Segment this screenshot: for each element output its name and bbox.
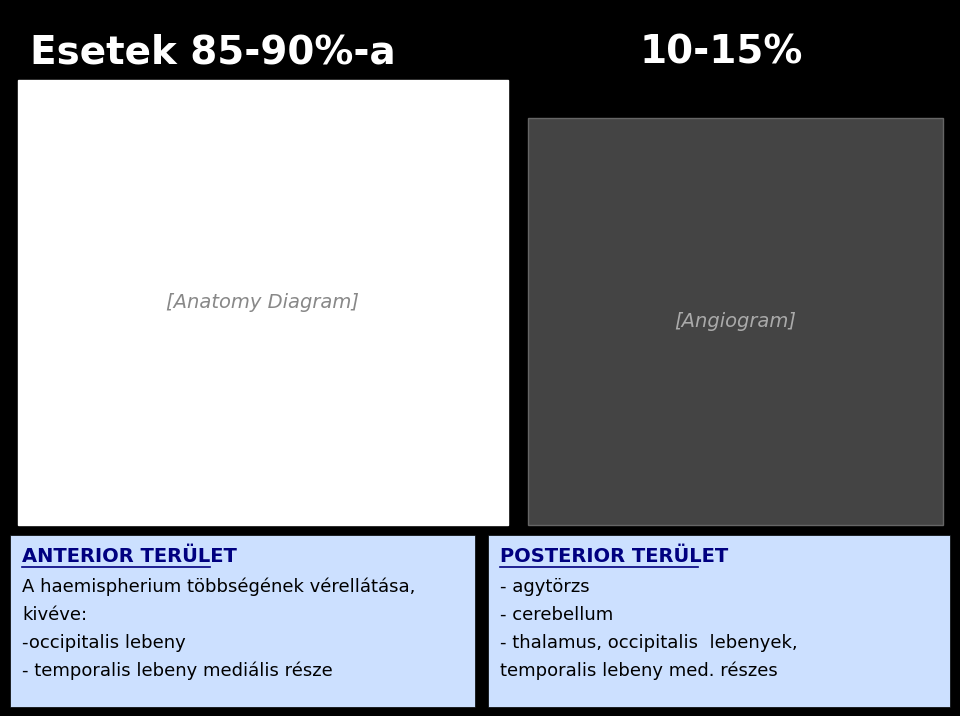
- Text: ANTERIOR TERÜLET: ANTERIOR TERÜLET: [22, 548, 237, 566]
- Text: [Anatomy Diagram]: [Anatomy Diagram]: [166, 293, 359, 312]
- FancyBboxPatch shape: [18, 80, 508, 525]
- FancyBboxPatch shape: [10, 535, 475, 707]
- Text: kivéve:: kivéve:: [22, 606, 87, 624]
- Text: Esetek 85-90%-a: Esetek 85-90%-a: [30, 33, 396, 71]
- Text: - cerebellum: - cerebellum: [500, 606, 613, 624]
- Text: - temporalis lebeny mediális része: - temporalis lebeny mediális része: [22, 662, 333, 680]
- Text: - thalamus, occipitalis  lebenyek,: - thalamus, occipitalis lebenyek,: [500, 634, 798, 652]
- Text: A haemispherium többségének vérellátása,: A haemispherium többségének vérellátása,: [22, 578, 416, 596]
- Text: - agytörzs: - agytörzs: [500, 578, 589, 596]
- Text: -occipitalis lebeny: -occipitalis lebeny: [22, 634, 185, 652]
- Text: POSTERIOR TERÜLET: POSTERIOR TERÜLET: [500, 548, 729, 566]
- Text: temporalis lebeny med. részes: temporalis lebeny med. részes: [500, 662, 778, 680]
- FancyBboxPatch shape: [528, 118, 943, 525]
- Text: 10-15%: 10-15%: [640, 33, 804, 71]
- FancyBboxPatch shape: [488, 535, 950, 707]
- Text: [Angiogram]: [Angiogram]: [675, 312, 797, 331]
